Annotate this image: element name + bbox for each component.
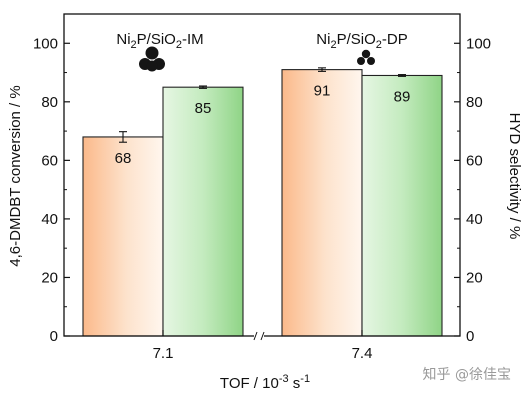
annotation-part: P/SiO xyxy=(137,31,176,48)
bars-group xyxy=(82,69,443,337)
y-left-tick-label: 20 xyxy=(41,269,58,286)
y-right-tick-label: 100 xyxy=(466,35,491,52)
particle xyxy=(145,46,159,60)
y-right-tick-label: 80 xyxy=(466,94,483,111)
small-particle-cluster-icon xyxy=(357,49,375,65)
y-left-tick-label: 40 xyxy=(41,211,58,228)
y-left-tick-label: 100 xyxy=(33,35,58,52)
annotation-part: -DP xyxy=(382,31,408,48)
x-axis-ticks: 7.1 7.4 xyxy=(153,330,373,362)
y-right-tick-label: 60 xyxy=(466,152,483,169)
y-left-tick-label: 60 xyxy=(41,152,58,169)
right-axis-ticks: 0 20 40 60 80 100 xyxy=(454,35,491,345)
large-particle-cluster-icon xyxy=(139,46,165,72)
bar xyxy=(82,136,164,337)
annotations-group: Ni2P/SiO2-IM Ni2P/SiO2-DP xyxy=(116,31,408,72)
data-label: 68 xyxy=(115,150,132,167)
y-axis-left-label: 4,6-DMDBT conversion / % xyxy=(7,85,24,266)
y-right-tick-label: 40 xyxy=(466,211,483,228)
x-tick-label: 7.4 xyxy=(352,345,373,362)
annotation-part: Ni xyxy=(116,31,130,48)
x-axis-label-main: TOF / 10 xyxy=(220,375,279,392)
annotation-part: 2 xyxy=(131,39,137,51)
sample-annotation: Ni2P/SiO2-IM xyxy=(116,31,203,51)
y-left-tick-label: 80 xyxy=(41,94,58,111)
axis-break-slash xyxy=(260,331,265,341)
y-right-tick-label: 20 xyxy=(466,269,483,286)
y-axis-right-label: HYD selectivity / % xyxy=(506,113,523,240)
x-tick-label: 7.1 xyxy=(153,345,174,362)
particle xyxy=(146,60,158,72)
bar xyxy=(361,74,443,337)
data-label: 85 xyxy=(195,100,212,117)
data-label: 89 xyxy=(394,88,411,105)
particle xyxy=(361,49,371,59)
particle xyxy=(367,57,375,65)
x-axis-label: TOF / 10-3 s-1 xyxy=(220,373,310,392)
axis-break-mark xyxy=(253,331,265,341)
axis-break-gap xyxy=(254,333,264,339)
annotation-part: 2 xyxy=(176,39,182,51)
annotation-part: 2 xyxy=(376,39,382,51)
particle xyxy=(357,57,365,65)
annotation-part: -IM xyxy=(182,31,204,48)
annotation-part: P/SiO xyxy=(337,31,376,48)
bar xyxy=(162,86,244,337)
sample-annotation: Ni2P/SiO2-DP xyxy=(316,31,407,51)
bar xyxy=(281,69,363,337)
y-right-tick-label: 0 xyxy=(466,328,474,345)
value-labels-group: 68 91 85 89 xyxy=(115,83,411,167)
x-axis-label-exponent: -3 xyxy=(279,373,289,385)
axis-break-slash xyxy=(253,331,258,341)
left-axis-ticks: 0 20 40 60 80 100 xyxy=(33,35,70,345)
error-bars-group xyxy=(119,67,406,143)
y-left-tick-label: 0 xyxy=(50,328,58,345)
annotation-part: Ni xyxy=(316,31,330,48)
watermark: 知乎 @徐佳宝 xyxy=(422,367,511,383)
data-label: 91 xyxy=(314,83,331,100)
x-axis-label-unit: s xyxy=(289,375,301,392)
x-axis-label-unit-exponent: -1 xyxy=(300,373,310,385)
annotation-part: 2 xyxy=(330,39,336,51)
